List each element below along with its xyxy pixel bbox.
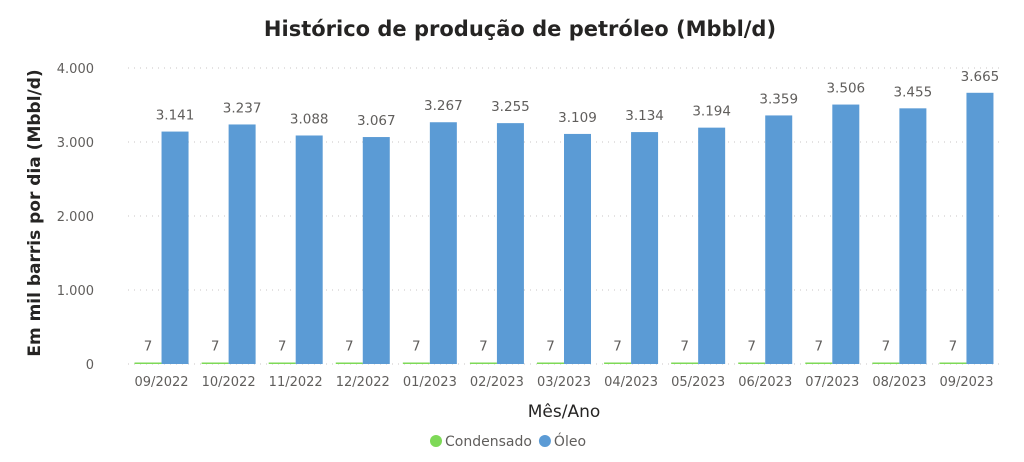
condensate-bar <box>268 362 296 364</box>
data-label: 7 <box>144 339 153 355</box>
x-axis-label: Mês/Ano <box>528 402 601 422</box>
x-tick-label: 04/2023 <box>604 375 658 390</box>
condensate-bar <box>134 362 162 364</box>
condensate-bar <box>738 362 766 364</box>
condensate-bar <box>201 362 229 364</box>
oil-bar <box>765 115 793 365</box>
x-tick-label: 05/2023 <box>671 375 725 390</box>
oil-bar <box>564 133 591 364</box>
x-axis-ticks: 09/2022 10/2022 11/2022 12/2022 01/2023 02/20… <box>135 375 994 390</box>
y-tick-label: 0 <box>86 358 94 373</box>
data-label: 7 <box>815 339 824 355</box>
data-label: 3.455 <box>894 84 933 100</box>
x-tick-label: 07/2023 <box>805 375 859 390</box>
condensate-bar <box>537 362 564 364</box>
x-tick-label: 01/2023 <box>403 375 457 390</box>
data-label: 7 <box>613 339 622 355</box>
data-label: 3.141 <box>156 108 195 124</box>
data-label: 3.255 <box>491 99 530 115</box>
data-label: 3.194 <box>692 104 731 120</box>
oil-bar <box>362 137 390 364</box>
x-tick-label: 12/2022 <box>336 375 390 390</box>
condensate-bar <box>805 362 833 364</box>
legend-marker <box>430 435 442 447</box>
y-tick-label: 3.000 <box>57 136 94 151</box>
legend: Condensado Óleo <box>430 432 586 450</box>
data-label: 7 <box>680 339 689 355</box>
x-tick-label: 08/2023 <box>872 375 926 390</box>
legend-label: Condensado <box>445 434 532 450</box>
chart-title: Histórico de produção de petróleo (Mbbl/… <box>264 17 776 41</box>
data-label: 7 <box>546 339 555 355</box>
bars <box>134 92 994 365</box>
data-label: 3.665 <box>961 69 1000 85</box>
data-label: 7 <box>345 339 354 355</box>
condensate-bar <box>671 362 699 364</box>
data-label: 3.267 <box>424 98 463 114</box>
data-label: 3.067 <box>357 113 396 129</box>
condensate-bar <box>335 362 363 364</box>
oil-bar <box>429 122 457 364</box>
x-tick-label: 06/2023 <box>738 375 792 390</box>
data-label: 7 <box>211 339 220 355</box>
oil-bar <box>698 127 726 364</box>
oil-bar <box>496 123 524 364</box>
condensate-bar <box>939 362 967 364</box>
data-label: 3.237 <box>223 100 262 116</box>
data-label: 7 <box>882 339 891 355</box>
data-label: 3.134 <box>625 108 664 124</box>
y-axis-label: Em mil barris por dia (Mbbl/d) <box>25 69 45 356</box>
x-tick-label: 09/2023 <box>939 375 993 390</box>
data-labels: 7 3.141 7 3.237 7 3.088 7 3.067 7 3.267 7 3.255 7 3.1… <box>144 69 1000 355</box>
data-label: 3.088 <box>290 111 329 127</box>
y-tick-label: 1.000 <box>57 284 94 299</box>
condensate-bar <box>872 362 900 364</box>
x-tick-label: 09/2022 <box>135 375 189 390</box>
condensate-bar <box>402 362 430 364</box>
y-tick-label: 4.000 <box>57 62 94 77</box>
data-label: 7 <box>747 339 756 355</box>
x-tick-label: 10/2022 <box>202 375 256 390</box>
oil-bar <box>631 132 659 364</box>
y-tick-label: 2.000 <box>57 210 94 225</box>
data-label: 7 <box>479 339 488 355</box>
data-label: 7 <box>949 339 958 355</box>
oil-bar <box>228 124 256 364</box>
x-tick-label: 02/2023 <box>470 375 524 390</box>
y-axis-ticks: 0 1.000 2.000 3.000 4.000 <box>57 62 94 373</box>
data-label: 7 <box>412 339 421 355</box>
oil-bar <box>899 108 927 364</box>
data-label: 3.506 <box>826 81 865 97</box>
legend-label: Óleo <box>554 432 586 450</box>
oil-bar <box>161 131 189 364</box>
legend-marker <box>538 435 551 447</box>
data-label: 3.359 <box>759 91 798 107</box>
oil-bar <box>832 104 860 364</box>
condensate-bar <box>604 362 632 364</box>
condensate-bar <box>469 362 497 364</box>
oil-bar <box>295 135 323 364</box>
x-tick-label: 11/2022 <box>269 375 323 390</box>
data-label: 7 <box>278 339 287 355</box>
oil-bar <box>966 92 994 364</box>
x-tick-label: 03/2023 <box>537 375 591 390</box>
data-label: 3.109 <box>558 110 597 126</box>
